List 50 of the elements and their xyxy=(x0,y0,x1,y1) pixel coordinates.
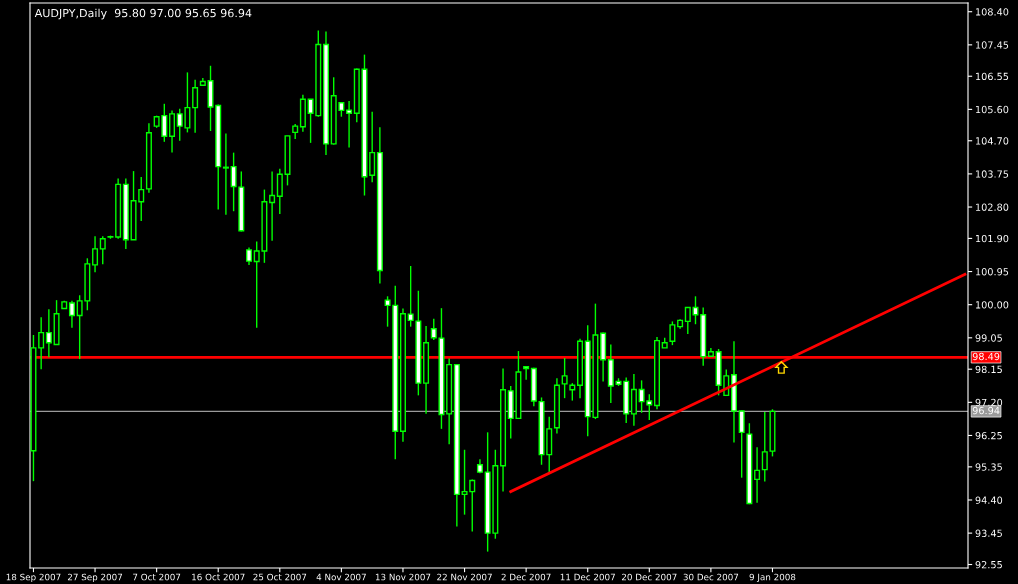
x-tick-label: 13 Nov 2007 xyxy=(375,573,431,581)
candlestick xyxy=(369,111,376,183)
x-tick-label: 4 Nov 2007 xyxy=(316,573,366,581)
candlestick xyxy=(561,357,568,399)
ref-line-label: 96.94 xyxy=(972,406,1000,415)
x-tick-label: 25 Oct 2007 xyxy=(253,573,307,581)
y-tick-label: 105.60 xyxy=(976,105,1009,114)
ref-line-label: 98.49 xyxy=(972,352,1000,361)
y-tick-label: 102.80 xyxy=(976,203,1009,211)
candlestick xyxy=(754,446,761,504)
y-tick-label: 101.90 xyxy=(976,234,1009,243)
candlestick xyxy=(192,79,199,134)
y-tick-label: 98.15 xyxy=(975,365,1002,374)
y-tick-label: 95.35 xyxy=(975,463,1002,471)
candlestick xyxy=(669,320,676,346)
y-tick-label: 96.25 xyxy=(975,431,1002,440)
candlestick xyxy=(92,235,99,273)
x-tick-label: 18 Sep 2007 xyxy=(6,573,61,583)
y-tick-label: 107.45 xyxy=(976,41,1009,49)
candlestick xyxy=(38,316,45,370)
x-tick-label: 27 Sep 2007 xyxy=(67,573,123,583)
x-tick-label: 9 Jan 2008 xyxy=(749,573,796,582)
y-tick-label: 104.70 xyxy=(976,137,1009,145)
x-tick-label: 7 Oct 2007 xyxy=(133,573,181,581)
y-tick-label: 106.55 xyxy=(976,72,1009,81)
y-tick-label: 99.05 xyxy=(975,334,1002,342)
x-tick-label: 11 Dec 2007 xyxy=(560,573,615,581)
y-tick-label: 94.40 xyxy=(975,496,1003,504)
candlestick xyxy=(169,109,176,154)
x-tick-label: 2 Dec 2007 xyxy=(501,573,551,581)
candlestick xyxy=(45,308,52,359)
candlestick xyxy=(346,100,353,149)
candlestick xyxy=(99,235,106,265)
y-tick-label: 100.00 xyxy=(976,301,1009,309)
y-tick-label: 93.45 xyxy=(975,529,1002,537)
y-tick-label: 92.55 xyxy=(975,560,1002,569)
x-tick-label: 22 Nov 2007 xyxy=(437,573,492,581)
candlestick xyxy=(68,300,75,329)
x-tick-label: 20 Dec 2007 xyxy=(622,573,677,581)
candlestick xyxy=(523,366,530,381)
y-tick-label: 108.40 xyxy=(976,8,1009,16)
y-tick-label: 97.20 xyxy=(975,398,1003,407)
x-tick-label: 16 Oct 2007 xyxy=(192,573,245,581)
candlestick xyxy=(738,409,745,479)
candlestick xyxy=(222,132,229,216)
x-tick-label: 30 Dec 2007 xyxy=(683,573,739,581)
chart-title: AUDJPY,Daily 95.80 97.00 95.65 96.94 xyxy=(34,8,252,20)
y-tick-label: 103.75 xyxy=(976,170,1009,178)
candlestick xyxy=(269,170,276,242)
y-tick-label: 100.95 xyxy=(976,268,1009,276)
